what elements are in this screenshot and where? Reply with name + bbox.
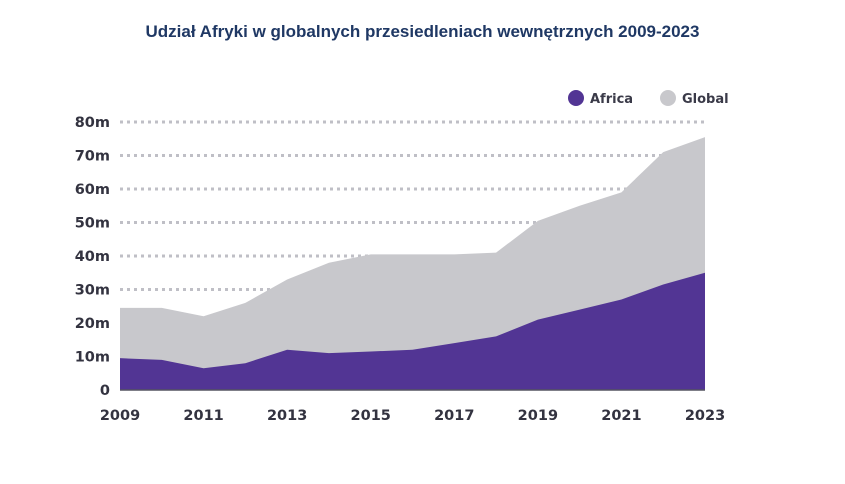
x-tick-label: 2015 bbox=[351, 408, 391, 424]
legend-marker bbox=[660, 90, 676, 106]
y-tick-label: 80m bbox=[75, 115, 110, 131]
y-tick-label: 40m bbox=[75, 249, 110, 265]
x-tick-label: 2009 bbox=[100, 408, 140, 424]
chart-areas bbox=[120, 137, 705, 390]
y-tick-label: 30m bbox=[75, 283, 110, 299]
x-tick-label: 2011 bbox=[183, 408, 223, 424]
y-axis: 0 10m 20m 30m 40m 50m 60m 70m 80m bbox=[75, 115, 110, 399]
legend-label: Global bbox=[682, 92, 729, 107]
legend: Africa Global bbox=[568, 90, 729, 107]
chart-title: Udział Afryki w globalnych przesiedlenia… bbox=[145, 22, 700, 41]
y-tick-label: 60m bbox=[75, 182, 110, 198]
x-tick-label: 2021 bbox=[601, 408, 641, 424]
y-tick-label: 20m bbox=[75, 316, 110, 332]
y-tick-label: 0 bbox=[100, 383, 110, 399]
y-tick-label: 70m bbox=[75, 149, 110, 165]
y-tick-label: 10m bbox=[75, 350, 110, 366]
x-tick-label: 2023 bbox=[685, 408, 725, 424]
x-axis: 2009 2011 2013 2015 2017 2019 2021 2023 bbox=[100, 389, 725, 424]
x-tick-label: 2019 bbox=[518, 408, 558, 424]
series-area-africa bbox=[120, 272, 705, 390]
x-tick-label: 2013 bbox=[267, 408, 307, 424]
legend-label: Africa bbox=[590, 92, 633, 107]
y-tick-label: 50m bbox=[75, 216, 110, 232]
x-tick-label: 2017 bbox=[434, 408, 474, 424]
legend-marker bbox=[568, 90, 584, 106]
